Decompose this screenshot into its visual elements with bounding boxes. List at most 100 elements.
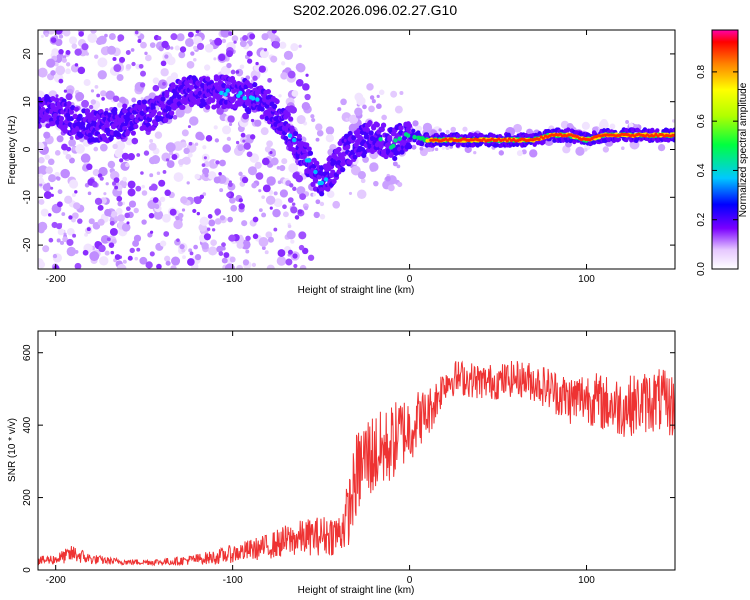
heatmap-cell [224, 263, 235, 269]
heatmap-cell [245, 235, 251, 241]
heatmap-cell [211, 228, 216, 232]
heatmap-cell [88, 104, 94, 110]
heatmap-cell [44, 154, 50, 160]
heatmap-cell [249, 33, 256, 40]
heatmap-cell [368, 105, 375, 113]
heatmap-cell [40, 34, 44, 38]
heatmap-cell [326, 190, 335, 199]
heatmap-cell [293, 131, 299, 137]
heatmap-cell [40, 106, 46, 113]
heatmap-cell [141, 99, 148, 105]
heatmap-cell [117, 201, 123, 207]
heatmap-cell [202, 192, 207, 196]
y-tick-label: 0 [22, 146, 33, 152]
heatmap-hotspot [306, 158, 312, 163]
spectrogram-y-ticks: -20 -10 0 10 20 [22, 48, 675, 252]
heatmap-cell [239, 40, 247, 48]
heatmap-cell [136, 247, 141, 252]
heatmap-hotspot [287, 133, 293, 138]
heatmap-cell [175, 108, 185, 118]
heatmap-cell [241, 220, 248, 227]
heatmap-cell [125, 206, 131, 212]
heatmap-cell [219, 159, 226, 167]
y-tick-label: 10 [22, 96, 33, 108]
heatmap-cell [278, 129, 284, 136]
heatmap-cell [208, 246, 218, 256]
colorbar-label: Normalized spectral amplitude [738, 82, 749, 217]
heatmap-cell [367, 120, 373, 126]
heatmap-cell [116, 263, 127, 269]
heatmap-cell [264, 146, 272, 153]
heatmap-cell [160, 96, 166, 102]
heatmap-cell [291, 90, 299, 97]
heatmap-cell [311, 118, 316, 123]
heatmap-cell [319, 191, 325, 197]
heatmap-cell [218, 53, 226, 62]
heatmap-cell [288, 163, 299, 174]
heatmap-cell [575, 146, 585, 156]
heatmap-cell [266, 264, 275, 269]
heatmap-cell [176, 33, 185, 42]
heatmap-cell [58, 115, 65, 122]
heatmap-cell [38, 198, 45, 205]
heatmap-cell [672, 138, 675, 143]
heatmap-cell [307, 150, 314, 156]
heatmap-cell [106, 237, 111, 242]
heatmap-cell [288, 116, 294, 122]
heatmap-cell [207, 171, 217, 180]
heatmap-cell [298, 44, 302, 48]
heatmap-cell [87, 33, 98, 43]
heatmap-cell [136, 153, 141, 157]
heatmap-cell [255, 172, 264, 180]
heatmap-cell [65, 153, 72, 160]
heatmap-cell [38, 173, 44, 179]
heatmap-cell [140, 97, 144, 101]
heatmap-cell [249, 134, 256, 140]
heatmap-hotspot [391, 143, 396, 149]
heatmap-cell [331, 178, 337, 185]
heatmap-cell [160, 240, 167, 247]
heatmap-cell [264, 103, 270, 109]
heatmap-cell [74, 262, 82, 269]
heatmap-cell [242, 112, 249, 120]
heatmap-cell [87, 132, 93, 138]
heatmap-cell [319, 213, 326, 220]
heatmap-cell [59, 240, 65, 245]
heatmap-cell [148, 142, 157, 151]
heatmap-cell [110, 210, 118, 218]
heatmap-cell [135, 185, 142, 192]
heatmap-cell [254, 161, 262, 169]
heatmap-cell [193, 35, 202, 45]
heatmap-cell [301, 153, 307, 160]
heatmap-cell [107, 160, 116, 169]
heatmap-cell [180, 141, 187, 148]
heatmap-cell [204, 173, 209, 178]
heatmap-hotspot [482, 137, 486, 141]
heatmap-cell [307, 254, 315, 261]
heatmap-cell [362, 104, 367, 110]
heatmap-cell [72, 233, 77, 238]
heatmap-cell [107, 45, 117, 55]
heatmap-cell [115, 207, 123, 215]
heatmap-cell [419, 141, 425, 147]
heatmap-cell [39, 183, 43, 187]
heatmap-cell [172, 114, 178, 120]
heatmap-cell [60, 168, 70, 179]
heatmap-cell [65, 50, 71, 55]
heatmap-cell [202, 145, 207, 150]
heatmap-cell [48, 90, 58, 100]
heatmap-cell [350, 165, 361, 176]
heatmap-cell [299, 193, 307, 201]
heatmap-cell [354, 92, 364, 102]
heatmap-cell [38, 166, 42, 175]
colorbar: 0.0 0.2 0.4 0.6 0.8 Normalized spectral ampl… [696, 29, 749, 276]
heatmap-cell [316, 174, 322, 180]
heatmap-cell [202, 167, 210, 175]
heatmap-cell [81, 43, 89, 51]
heatmap-cell [94, 54, 99, 59]
heatmap-cell [434, 147, 439, 152]
heatmap-cell [445, 129, 450, 134]
heatmap-cell [364, 127, 371, 133]
heatmap-cell [295, 174, 304, 183]
heatmap-cell [129, 247, 135, 254]
